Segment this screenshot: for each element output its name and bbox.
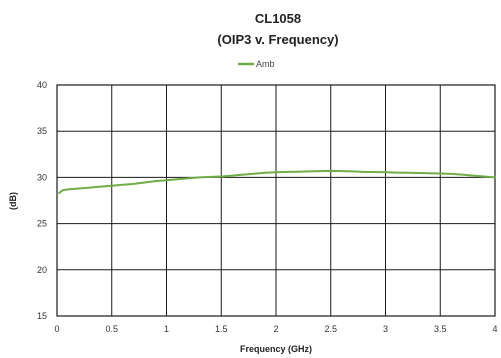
x-tick-label: 2 [273, 324, 278, 334]
x-tick-label: 1 [164, 324, 169, 334]
x-tick-label: 0 [54, 324, 59, 334]
x-axis-label: Frequency (GHz) [240, 344, 312, 354]
y-tick-label: 25 [37, 219, 47, 229]
x-tick-labels: 0 0.5 1 1.5 2 2.5 3 3.5 4 [54, 324, 497, 334]
x-tick-label: 2.5 [324, 324, 337, 334]
plot-area-frame [56, 84, 496, 317]
y-tick-labels: 15 20 25 30 35 40 [37, 80, 47, 321]
x-tick-label: 1.5 [215, 324, 228, 334]
legend: Amb [238, 59, 275, 69]
gridlines [56, 84, 496, 317]
x-tick-label: 0.5 [105, 324, 118, 334]
series-line-amb [58, 169, 496, 195]
y-tick-label: 35 [37, 126, 47, 136]
y-tick-label: 20 [37, 265, 47, 275]
x-tick-label: 4 [492, 324, 497, 334]
x-tick-label: 3.5 [434, 324, 447, 334]
y-axis-label: (dB) [8, 192, 18, 210]
y-tick-label: 40 [37, 80, 47, 90]
legend-label-amb: Amb [256, 59, 275, 69]
x-tick-label: 3 [383, 324, 388, 334]
chart-title: CL1058 [255, 11, 301, 26]
y-tick-label: 15 [37, 311, 47, 321]
y-tick-label: 30 [37, 172, 47, 182]
chart-subtitle: (OIP3 v. Frequency) [217, 32, 338, 47]
